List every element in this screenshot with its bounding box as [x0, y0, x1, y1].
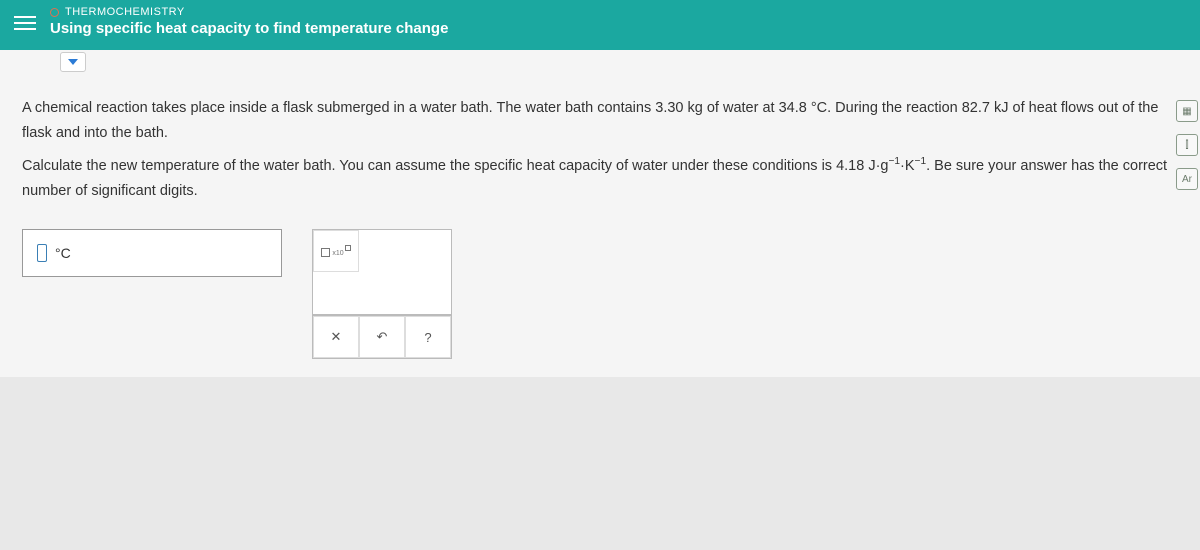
- problem-statement: A chemical reaction takes place inside a…: [22, 96, 1178, 203]
- page-header: THERMOCHEMISTRY Using specific heat capa…: [0, 0, 1200, 50]
- category-dot-icon: [50, 8, 59, 17]
- undo-icon: ↶: [377, 329, 388, 345]
- scientific-notation-panel: x10: [312, 229, 452, 315]
- help-icon: ?: [424, 330, 431, 345]
- side-tool-icons: ▦ ⫿ Ar: [1176, 100, 1198, 190]
- energy-value: 82.7 kJ: [962, 100, 1009, 116]
- text-segment: Calculate the new temperature of the wat…: [22, 158, 836, 174]
- category-label: THERMOCHEMISTRY: [50, 6, 1186, 18]
- action-buttons: ✕ ↶ ?: [312, 315, 452, 359]
- text-segment: . During the reaction: [827, 100, 962, 116]
- text-segment: A chemical reaction takes place inside a…: [22, 100, 655, 116]
- clear-button[interactable]: ✕: [313, 316, 359, 358]
- topic-title: Using specific heat capacity to find tem…: [50, 20, 1186, 37]
- clear-icon: ✕: [331, 329, 342, 345]
- answer-unit: °C: [55, 245, 71, 261]
- sci-notation-icon: x10: [321, 245, 350, 257]
- text-cursor-icon: [37, 244, 47, 262]
- text-segment: of water at: [703, 100, 779, 116]
- unit-text: ·K: [900, 158, 915, 174]
- hamburger-menu-icon[interactable]: [14, 12, 36, 34]
- help-button[interactable]: ?: [405, 316, 451, 358]
- problem-paragraph-1: A chemical reaction takes place inside a…: [22, 96, 1178, 145]
- problem-paragraph-2: Calculate the new temperature of the wat…: [22, 153, 1178, 203]
- x10-label: x10: [332, 250, 343, 257]
- sci-notation-button[interactable]: x10: [313, 230, 359, 272]
- periodic-table-icon[interactable]: Ar: [1176, 168, 1198, 190]
- category-text: THERMOCHEMISTRY: [65, 6, 185, 18]
- heat-capacity-value: 4.18 J·g: [836, 158, 888, 174]
- undo-button[interactable]: ↶: [359, 316, 405, 358]
- header-text-block: THERMOCHEMISTRY Using specific heat capa…: [50, 6, 1186, 37]
- chevron-down-icon: [68, 59, 78, 65]
- answer-input-box[interactable]: °C: [22, 229, 282, 277]
- calculator-icon[interactable]: ▦: [1176, 100, 1198, 122]
- answer-input-row: °C x10 ✕ ↶ ?: [22, 229, 1178, 359]
- expand-toggle[interactable]: [60, 52, 86, 72]
- tool-group: x10 ✕ ↶ ?: [312, 229, 452, 359]
- temp-value: 34.8 °C: [779, 100, 828, 116]
- superscript: −1: [889, 156, 901, 167]
- superscript: −1: [915, 156, 927, 167]
- content-area: A chemical reaction takes place inside a…: [0, 50, 1200, 377]
- mass-value: 3.30 kg: [655, 100, 703, 116]
- graph-tool-icon[interactable]: ⫿: [1176, 134, 1198, 156]
